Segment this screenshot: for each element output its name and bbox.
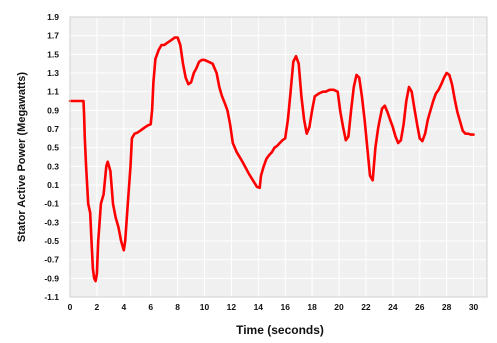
x-tick-label: 20 — [334, 302, 344, 312]
y-tick-label: 0.1 — [47, 180, 59, 190]
y-tick-label: 1.3 — [47, 68, 59, 78]
x-tick-label: 6 — [148, 302, 153, 312]
y-tick-label: -0.7 — [44, 255, 59, 265]
y-tick-label: -0.9 — [44, 273, 59, 283]
y-tick-label: 0.3 — [47, 161, 59, 171]
tick-labels: -1.1 -0.9 -0.7 -0.5 -0.3 -0.1 0.1 0.3 0.5 0.7 0.9 1… — [44, 12, 478, 312]
x-tick-label: 4 — [121, 302, 126, 312]
y-tick-label: 1.1 — [47, 87, 59, 97]
y-tick-label: -1.1 — [44, 292, 59, 302]
x-axis-title: Time (seconds) — [236, 323, 324, 337]
x-tick-label: 24 — [388, 302, 398, 312]
x-tick-label: 12 — [227, 302, 237, 312]
y-tick-label: -0.5 — [44, 236, 59, 246]
x-tick-label: 0 — [68, 302, 73, 312]
x-tick-label: 18 — [307, 302, 317, 312]
y-tick-label: -0.1 — [44, 199, 59, 209]
y-tick-label: 0.9 — [47, 105, 59, 115]
plot-background — [70, 17, 487, 297]
y-axis-title: Stator Active Power (Megawatts) — [16, 72, 28, 242]
y-tick-label: -0.3 — [44, 217, 59, 227]
series-line — [68, 36, 475, 283]
x-tick-label: 16 — [280, 302, 290, 312]
x-tick-label: 10 — [200, 302, 210, 312]
y-tick-label: 1.5 — [47, 49, 59, 59]
x-tick-label: 2 — [95, 302, 100, 312]
x-tick-label: 8 — [175, 302, 180, 312]
y-tick-label: 1.9 — [47, 12, 59, 22]
x-tick-label: 14 — [254, 302, 264, 312]
y-tick-label: 1.7 — [47, 31, 59, 41]
x-tick-label: 30 — [469, 302, 479, 312]
x-tick-label: 22 — [361, 302, 371, 312]
x-tick-label: 28 — [442, 302, 452, 312]
y-tick-label: 0.5 — [47, 143, 59, 153]
plot-border — [69, 16, 488, 298]
y-tick-label: 0.7 — [47, 124, 59, 134]
x-tick-label: 26 — [415, 302, 425, 312]
grid — [69, 16, 487, 298]
